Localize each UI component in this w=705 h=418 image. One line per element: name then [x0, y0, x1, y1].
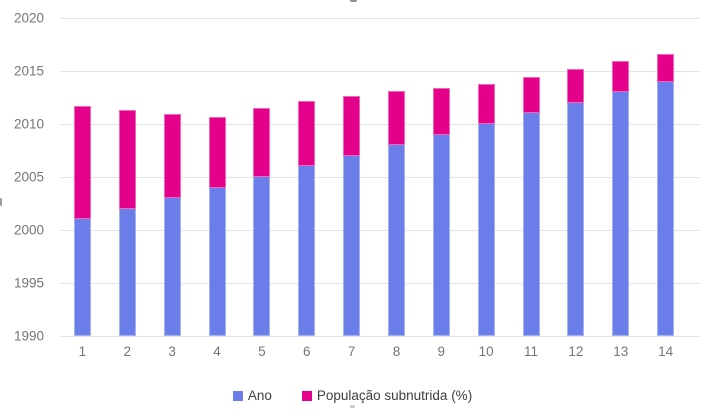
plot-area: [60, 18, 700, 337]
bar-segment-ano[interactable]: [657, 81, 675, 336]
x-tick-label: 13: [613, 344, 629, 359]
bar-segment-populacao-subnutrida[interactable]: [387, 91, 405, 146]
y-tick-label: 2015: [13, 63, 44, 79]
bar-slot: [329, 18, 374, 336]
cropped-footnote-remnant: [350, 405, 355, 408]
x-tick-label: 4: [213, 344, 221, 359]
bar-segment-populacao-subnutrida[interactable]: [73, 106, 91, 220]
bar-segment-populacao-subnutrida[interactable]: [612, 61, 630, 93]
legend-item-populacao-subnutrida[interactable]: População subnutrida (%): [301, 388, 473, 404]
gridline: [60, 18, 700, 19]
legend-swatch-ano: [232, 391, 243, 401]
stacked-bar-14: [657, 18, 675, 336]
bar-segment-populacao-subnutrida[interactable]: [208, 116, 226, 188]
legend-swatch-populacao-subnutrida: [301, 391, 312, 401]
bar-slot: [553, 18, 598, 336]
legend: Ano População subnutrida (%): [0, 387, 705, 405]
stacked-bar-3: [163, 18, 181, 336]
x-tick-label: 9: [437, 344, 446, 359]
legend-label-populacao-subnutrida: População subnutrida (%): [316, 388, 473, 404]
bar-slot: [509, 18, 554, 336]
cropped-y-axis-title-remnant: [0, 198, 2, 206]
bar-segment-populacao-subnutrida[interactable]: [432, 87, 450, 135]
bar-segment-populacao-subnutrida[interactable]: [343, 96, 361, 156]
bar-slot: [598, 18, 643, 336]
gridline: [60, 124, 700, 125]
bar-slot: [419, 18, 464, 336]
stacked-bar-13: [612, 18, 630, 336]
bar-slot: [105, 18, 150, 336]
stacked-bar-7: [343, 18, 361, 336]
legend-label-ano: Ano: [247, 388, 272, 404]
bar-segment-ano[interactable]: [118, 208, 136, 336]
x-tick-label: 10: [478, 344, 494, 359]
cropped-title-remnant: [350, 0, 357, 2]
stacked-bar-2: [118, 18, 136, 336]
bar-segment-ano[interactable]: [477, 124, 495, 336]
stacked-bar-6: [298, 18, 316, 336]
y-tick-label: 2010: [13, 116, 44, 132]
stacked-bar-5: [253, 18, 271, 336]
x-tick-label: 7: [347, 344, 356, 359]
bar-segment-ano[interactable]: [522, 113, 540, 336]
bar-slot: [464, 18, 509, 336]
x-tick-label: 12: [568, 344, 584, 359]
bar-segment-ano[interactable]: [73, 219, 91, 336]
bar-segment-ano[interactable]: [253, 177, 271, 336]
x-tick-label: 11: [524, 344, 539, 359]
bar-slot: [374, 18, 419, 336]
x-tick-label: 5: [258, 344, 266, 359]
bar-segment-populacao-subnutrida[interactable]: [253, 108, 271, 177]
gridline: [60, 336, 700, 337]
y-tick-label: 2000: [13, 222, 44, 238]
bar-segment-populacao-subnutrida[interactable]: [477, 83, 495, 124]
stacked-bar-9: [432, 18, 450, 336]
bar-segment-populacao-subnutrida[interactable]: [567, 68, 585, 103]
bar-slot: [195, 18, 240, 336]
stacked-bar-4: [208, 18, 226, 336]
bar-segment-ano[interactable]: [432, 134, 450, 336]
x-tick-label: 6: [302, 344, 311, 359]
x-axis-labels: 1 2 3 4 5 6 7 8 9 10 11 12 13 14: [60, 344, 688, 362]
x-tick-label: 3: [168, 344, 176, 359]
y-tick-label: 1995: [13, 275, 44, 291]
bar-segment-ano[interactable]: [343, 155, 361, 336]
stacked-bar-1: [73, 18, 91, 336]
stacked-bar-12: [567, 18, 585, 336]
bar-slot: [643, 18, 688, 336]
bar-segment-ano[interactable]: [567, 102, 585, 336]
bar-segment-populacao-subnutrida[interactable]: [522, 77, 540, 114]
y-tick-label: 2005: [13, 169, 44, 185]
gridline: [60, 230, 700, 231]
x-tick-label: 14: [658, 344, 674, 359]
bar-segment-ano[interactable]: [387, 145, 405, 336]
bar-segment-ano[interactable]: [163, 198, 181, 336]
bar-segment-ano[interactable]: [612, 92, 630, 336]
legend-item-ano[interactable]: Ano: [232, 388, 272, 404]
y-tick-label: 2020: [13, 10, 44, 26]
stacked-bar-8: [387, 18, 405, 336]
x-tick-label: 1: [78, 344, 87, 359]
bar-segment-ano[interactable]: [298, 166, 316, 336]
bars-row: [60, 18, 688, 336]
bar-slot: [239, 18, 284, 336]
bar-segment-ano[interactable]: [208, 187, 226, 336]
bar-segment-populacao-subnutrida[interactable]: [657, 54, 675, 82]
stacked-bar-11: [522, 18, 540, 336]
bar-slot: [60, 18, 105, 336]
stacked-bar-10: [477, 18, 495, 336]
y-tick-label: 1990: [13, 328, 44, 344]
bar-segment-populacao-subnutrida[interactable]: [118, 110, 136, 209]
x-tick-label: 2: [123, 344, 132, 359]
bar-slot: [150, 18, 195, 336]
bar-segment-populacao-subnutrida[interactable]: [163, 114, 181, 199]
gridline: [60, 283, 700, 284]
gridline: [60, 177, 700, 178]
bar-slot: [284, 18, 329, 336]
gridline: [60, 71, 700, 72]
bar-segment-populacao-subnutrida[interactable]: [298, 100, 316, 167]
gridlines: [60, 18, 700, 337]
x-tick-label: 8: [392, 344, 401, 359]
